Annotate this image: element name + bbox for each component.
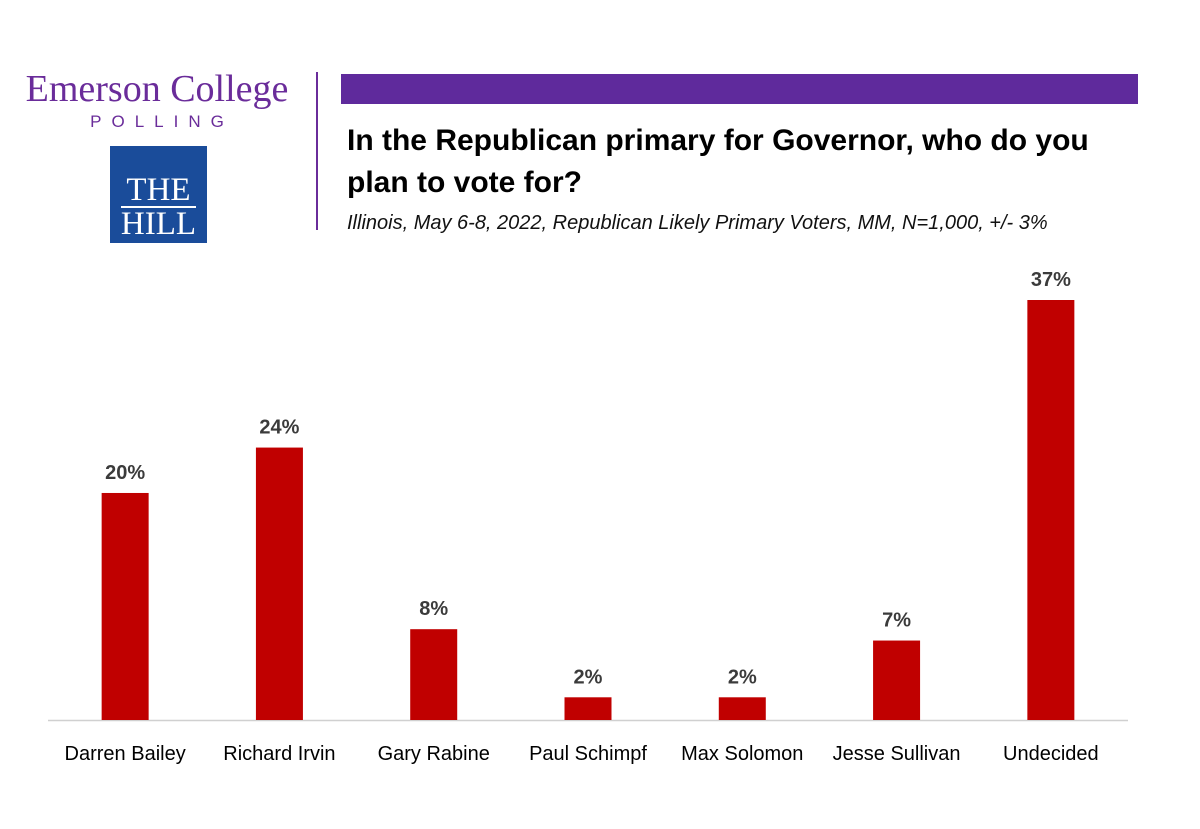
category-label: Undecided [1003,743,1099,765]
bar [718,697,766,720]
data-label: 37% [1031,269,1071,291]
bar [1027,300,1075,720]
emerson-polling-logo-text: POLLING [90,112,234,131]
bar [564,697,612,720]
bar [101,492,149,720]
emerson-college-logo: Emerson College [25,68,289,110]
data-label: 24% [259,417,299,439]
chart-subtitle: Illinois, May 6-8, 2022, Republican Like… [347,212,1048,234]
the-hill-logo-line2: HILL [120,206,197,242]
category-label: Jesse Sullivan [833,743,961,765]
header-accent-bar [341,74,1138,104]
bar [873,640,921,720]
category-label: Gary Rabine [378,743,490,765]
data-label: 20% [105,462,145,484]
bar [410,629,458,720]
category-label: Max Solomon [681,743,803,765]
chart-title: In the Republican primary for Governor, … [347,124,1089,199]
header-divider [316,72,318,230]
the-hill-logo-line1: THE [126,172,191,208]
bar [255,447,303,720]
category-label: Darren Bailey [65,743,186,765]
the-hill-logo: THE HILL [110,146,207,243]
data-label: 8% [419,598,448,620]
data-label: 2% [574,666,603,688]
category-label: Richard Irvin [223,743,335,765]
data-label: 2% [728,666,757,688]
data-label: 7% [882,610,911,632]
category-label: Paul Schimpf [529,743,647,765]
